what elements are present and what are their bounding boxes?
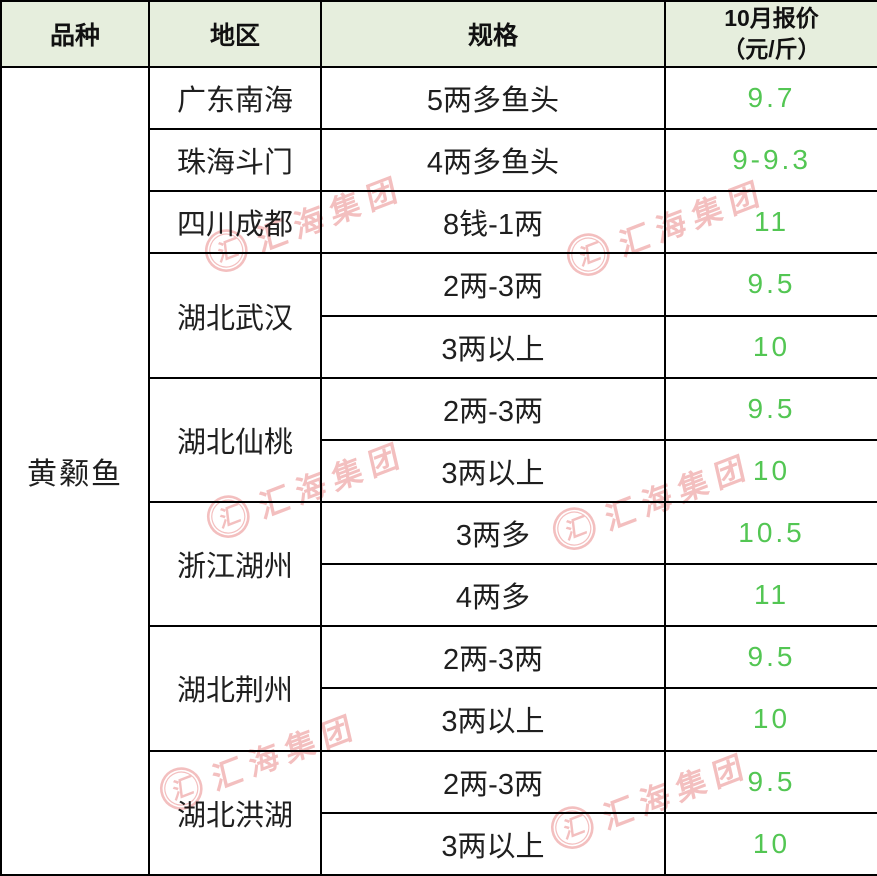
table-row: 湖北武汉 2两-3两 9.5 xyxy=(1,252,877,379)
table-row: 黄颡鱼 广东南海 5两多鱼头 9.7 xyxy=(0,65,877,876)
header-row: 品种 地区 规格 10月报价 （元/斤） xyxy=(0,0,877,68)
price-cell: 10 xyxy=(664,687,877,752)
price-cell: 9.5 xyxy=(664,376,877,441)
region-cell: 浙江湖州 xyxy=(148,500,322,628)
price-cell: 9.5 xyxy=(664,625,877,690)
header-variety: 品种 xyxy=(0,0,150,68)
spec-cell: 4两多鱼头 xyxy=(320,128,666,193)
spec-cell: 3两以上 xyxy=(320,314,666,379)
region-cell: 湖北仙桃 xyxy=(148,376,322,503)
header-region: 地区 xyxy=(148,0,322,68)
header-spec: 规格 xyxy=(320,0,666,68)
price-cell: 10 xyxy=(664,811,877,876)
spec-cell: 2两-3两 xyxy=(320,749,666,814)
species-cell: 黄颡鱼 xyxy=(0,66,150,876)
spec-cell: 5两多鱼头 xyxy=(320,65,666,131)
spec-cell: 3两以上 xyxy=(320,687,666,752)
region-cell: 湖北洪湖 xyxy=(148,749,322,876)
spec-cell: 3两以上 xyxy=(320,811,666,876)
region-cell: 湖北武汉 xyxy=(148,252,322,379)
table-row: 3两以上 10 xyxy=(1,314,877,379)
header-price: 10月报价 （元/斤） xyxy=(664,0,877,68)
region-cell: 广东南海 xyxy=(148,65,322,131)
table-row: 3两以上 10 xyxy=(1,438,877,503)
spec-cell: 2两-3两 xyxy=(320,252,666,317)
price-cell: 11 xyxy=(664,563,877,628)
price-cell: 9.7 xyxy=(664,65,877,131)
price-cell: 10 xyxy=(664,438,877,503)
price-cell: 10 xyxy=(664,314,877,379)
spec-cell: 3两以上 xyxy=(320,438,666,503)
region-cell: 湖北荆州 xyxy=(148,625,322,752)
spec-cell: 2两-3两 xyxy=(320,625,666,690)
table-row: 珠海斗门 4两多鱼头 9-9.3 xyxy=(1,128,877,193)
price-cell: 10.5 xyxy=(664,500,877,566)
spec-cell: 4两多 xyxy=(320,563,666,628)
region-cell: 珠海斗门 xyxy=(148,128,322,193)
table-row: 湖北仙桃 2两-3两 9.5 xyxy=(1,376,877,503)
table-row: 3两以上 10 xyxy=(1,687,877,752)
price-cell: 9.5 xyxy=(664,749,877,814)
price-cell: 9.5 xyxy=(664,252,877,317)
table-row: 4两多 11 xyxy=(1,563,877,628)
table-row: 浙江湖州 3两多 10.5 xyxy=(1,500,877,628)
region-cell: 四川成都 xyxy=(148,190,322,255)
price-cell: 11 xyxy=(664,190,877,255)
spec-cell: 2两-3两 xyxy=(320,376,666,441)
price-cell: 9-9.3 xyxy=(664,128,877,193)
table-row: 湖北荆州 2两-3两 9.5 xyxy=(1,625,877,752)
spec-cell: 3两多 xyxy=(320,500,666,566)
spec-cell: 8钱-1两 xyxy=(320,190,666,255)
